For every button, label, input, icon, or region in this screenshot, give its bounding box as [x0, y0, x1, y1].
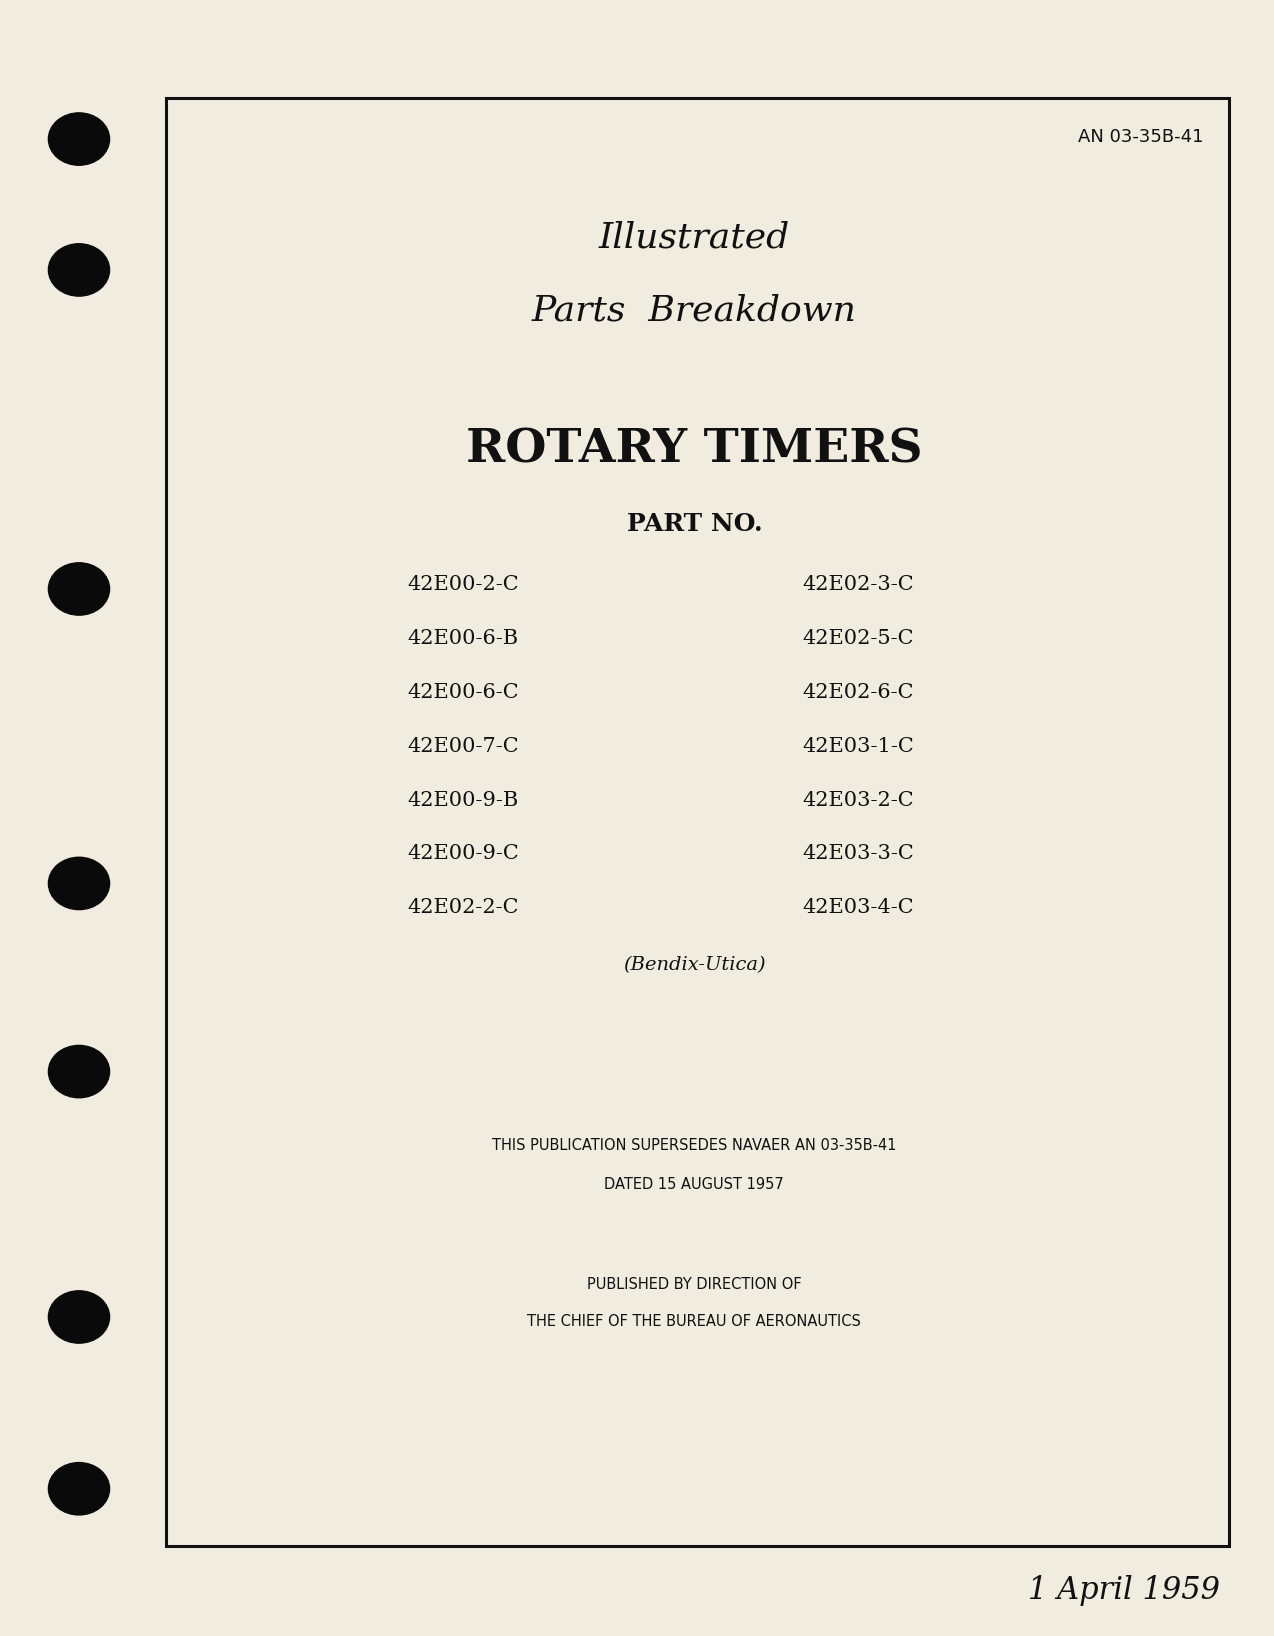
Text: Illustrated: Illustrated — [599, 221, 790, 254]
Text: 42E00-9-C: 42E00-9-C — [408, 844, 520, 864]
Text: 42E03-2-C: 42E03-2-C — [803, 790, 915, 810]
Text: 42E00-2-C: 42E00-2-C — [408, 574, 520, 594]
Ellipse shape — [48, 1045, 110, 1098]
Text: (Bendix-Utica): (Bendix-Utica) — [623, 955, 766, 975]
Text: ROTARY TIMERS: ROTARY TIMERS — [466, 427, 922, 473]
Ellipse shape — [48, 244, 110, 296]
Text: 42E00-7-C: 42E00-7-C — [408, 736, 520, 756]
Text: Parts  Breakdown: Parts Breakdown — [531, 294, 857, 327]
Ellipse shape — [48, 1291, 110, 1343]
Text: 42E02-5-C: 42E02-5-C — [803, 628, 915, 648]
Text: 42E02-6-C: 42E02-6-C — [803, 682, 915, 702]
Text: 42E03-3-C: 42E03-3-C — [803, 844, 915, 864]
Text: PUBLISHED BY DIRECTION OF: PUBLISHED BY DIRECTION OF — [587, 1276, 801, 1292]
Bar — [166, 98, 1229, 1546]
Text: 42E03-1-C: 42E03-1-C — [803, 736, 915, 756]
Ellipse shape — [48, 113, 110, 165]
Text: DATED 15 AUGUST 1957: DATED 15 AUGUST 1957 — [604, 1176, 785, 1193]
Text: THE CHIEF OF THE BUREAU OF AERONAUTICS: THE CHIEF OF THE BUREAU OF AERONAUTICS — [527, 1314, 861, 1330]
Text: AN 03-35B-41: AN 03-35B-41 — [1078, 128, 1204, 146]
Text: 42E03-4-C: 42E03-4-C — [803, 898, 915, 918]
Ellipse shape — [48, 563, 110, 615]
Text: 42E00-6-C: 42E00-6-C — [408, 682, 520, 702]
Ellipse shape — [48, 1463, 110, 1515]
Text: 42E02-3-C: 42E02-3-C — [803, 574, 915, 594]
Text: 42E02-2-C: 42E02-2-C — [408, 898, 520, 918]
Text: 1 April 1959: 1 April 1959 — [1028, 1575, 1220, 1605]
Text: PART NO.: PART NO. — [627, 512, 762, 535]
Text: 42E00-6-B: 42E00-6-B — [408, 628, 519, 648]
Text: THIS PUBLICATION SUPERSEDES NAVAER AN 03-35B-41: THIS PUBLICATION SUPERSEDES NAVAER AN 03… — [492, 1137, 897, 1153]
Ellipse shape — [48, 857, 110, 910]
Text: 42E00-9-B: 42E00-9-B — [408, 790, 519, 810]
